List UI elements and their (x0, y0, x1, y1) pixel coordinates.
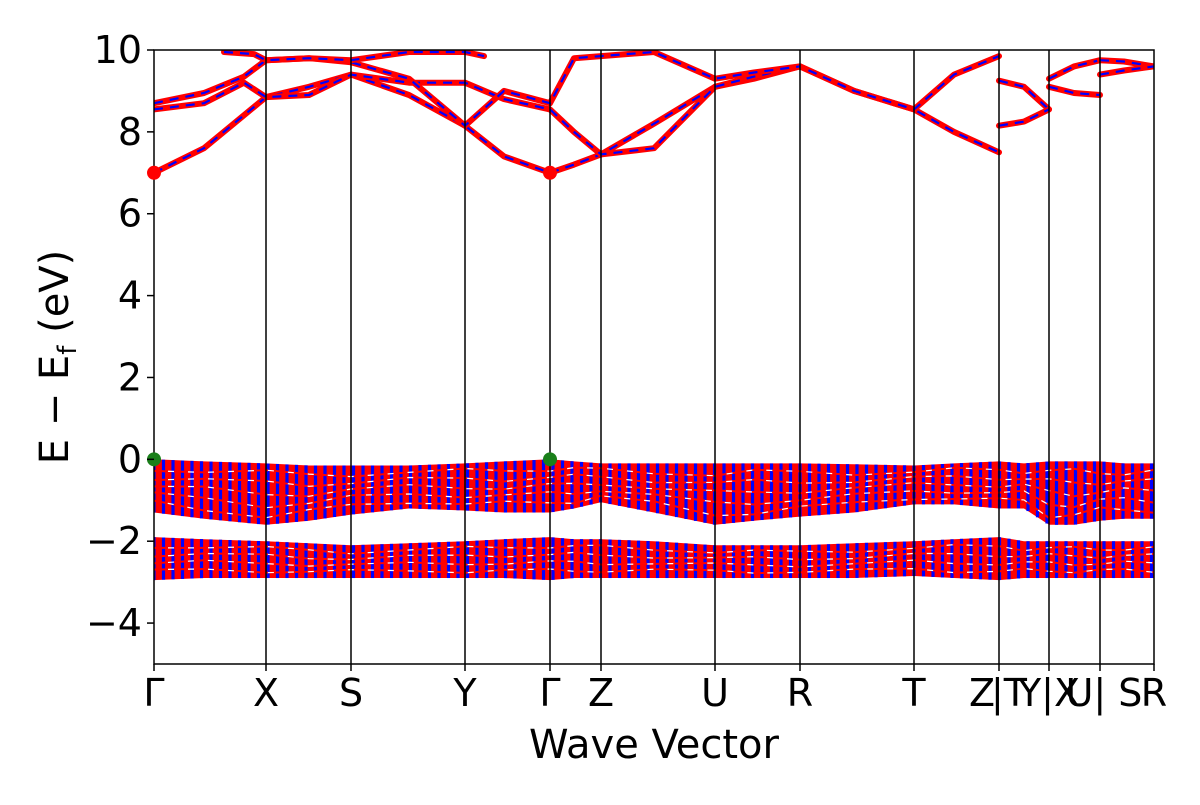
x-tick-label: Z (969, 671, 995, 715)
cb1-spin-down (154, 65, 1000, 174)
y-tick-label: 8 (118, 110, 142, 154)
cb10-spin-down (1099, 65, 1154, 76)
y-tick-label: 4 (118, 274, 142, 318)
y-tick-label: 6 (118, 192, 142, 236)
x-axis-title: Wave Vector (529, 722, 780, 768)
x-tick-label: R (1141, 671, 1167, 715)
x-tick-label: U| S (1066, 671, 1143, 716)
x-tick-label: Z (588, 671, 614, 715)
cb6-spin-up (996, 106, 1052, 129)
bands-layer (154, 50, 1154, 581)
x-tick-label: Γ (539, 671, 560, 715)
cbm-marker (543, 165, 557, 180)
cb2-spin-down (154, 55, 1000, 156)
x-tick-label: X (253, 671, 279, 715)
x-tick-label: S (339, 671, 363, 715)
cb5-spin-down (998, 79, 1050, 111)
y-tick-label: −4 (86, 601, 142, 645)
valence-manifold-upper (154, 459, 1154, 525)
y-tick-label: 10 (94, 28, 142, 72)
x-axis-ticks: Γ X S Y Γ Z U R T Z|TY|XU| SR (143, 664, 1167, 716)
kpoint-separators (265, 50, 1101, 664)
cb8-spin-down (1048, 85, 1101, 97)
cbm-marker (147, 165, 161, 180)
x-tick-label: R (787, 671, 813, 715)
cb5-spin-up (996, 77, 1052, 113)
cb1-spin-up (154, 63, 1002, 176)
y-axis-title: E − Ef (eV) (32, 250, 83, 465)
y-tick-label: −2 (86, 519, 142, 563)
x-tick-label: Y (452, 671, 477, 715)
x-tick-label: |T (991, 671, 1028, 716)
x-tick-label: T (901, 671, 926, 715)
plot-frame (153, 49, 1155, 665)
cb6-spin-down (998, 108, 1050, 127)
cb7-spin-up (1046, 57, 1103, 82)
y-axis-title-main: E − E (32, 355, 78, 465)
extrema-markers (147, 165, 557, 467)
y-tick-label: 0 (118, 437, 142, 481)
cb9-spin-down (1099, 59, 1154, 68)
x-tick-label: Y|X (1017, 671, 1080, 716)
valence-manifold-lower (154, 537, 1154, 581)
y-axis-title-unit: (eV) (32, 250, 78, 346)
x-tick-label: U (701, 671, 729, 715)
y-tick-label: 2 (118, 355, 142, 399)
cb4-spin-down (223, 50, 485, 62)
y-axis-title-subscript: f (53, 345, 83, 355)
cb3-spin-up (154, 50, 803, 129)
vbm-marker (543, 452, 557, 467)
y-axis-ticks: −4 −2 0 2 4 6 8 10 (86, 28, 154, 645)
cb2-spin-up (154, 53, 1002, 158)
x-tick-label: Γ (143, 671, 164, 715)
